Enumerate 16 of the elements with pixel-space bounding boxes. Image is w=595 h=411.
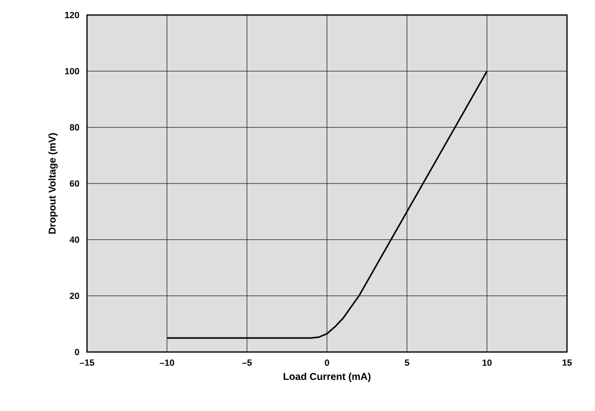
y-axis-title: Dropout Voltage (mV): [48, 133, 58, 234]
x-tick-label: –10: [160, 360, 174, 366]
x-tick-label: 10: [482, 360, 492, 366]
y-tick-label: 0: [74, 348, 80, 356]
x-tick-label: 15: [562, 360, 572, 366]
x-tick-label: –15: [80, 360, 94, 366]
y-tick-label: 40: [70, 236, 80, 243]
x-axis-title: Load Current (mA): [284, 372, 370, 382]
x-tick-label: 0: [324, 360, 330, 366]
y-tick-label: 120: [65, 12, 80, 18]
x-tick-label: –5: [242, 360, 252, 366]
y-tick-label: 100: [65, 68, 80, 74]
y-tick-label: 80: [70, 124, 80, 131]
x-tick-label: 5: [404, 360, 410, 366]
y-tick-label: 60: [70, 180, 80, 187]
y-tick-label: 20: [70, 292, 80, 300]
